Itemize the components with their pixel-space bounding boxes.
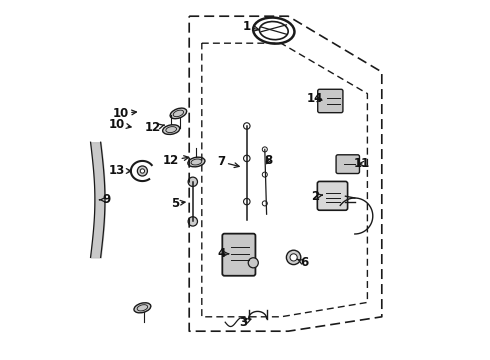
Circle shape bbox=[262, 172, 268, 177]
Text: 5: 5 bbox=[171, 197, 185, 210]
FancyBboxPatch shape bbox=[222, 234, 255, 276]
Ellipse shape bbox=[163, 125, 180, 134]
Ellipse shape bbox=[170, 108, 187, 119]
Circle shape bbox=[290, 254, 297, 261]
Circle shape bbox=[188, 177, 197, 186]
Text: 12: 12 bbox=[163, 154, 189, 167]
Text: 4: 4 bbox=[218, 247, 229, 260]
Text: 1: 1 bbox=[243, 21, 259, 33]
Circle shape bbox=[244, 155, 250, 162]
FancyBboxPatch shape bbox=[336, 155, 360, 174]
Text: 13: 13 bbox=[109, 165, 131, 177]
Circle shape bbox=[137, 166, 147, 176]
Text: 10: 10 bbox=[113, 107, 136, 120]
Circle shape bbox=[262, 201, 268, 206]
Text: 7: 7 bbox=[218, 156, 239, 168]
Ellipse shape bbox=[191, 159, 202, 165]
Text: 3: 3 bbox=[239, 316, 251, 329]
Circle shape bbox=[244, 123, 250, 129]
Circle shape bbox=[188, 217, 197, 226]
Circle shape bbox=[140, 169, 145, 173]
FancyBboxPatch shape bbox=[318, 89, 343, 113]
Text: 11: 11 bbox=[354, 157, 370, 170]
Circle shape bbox=[248, 258, 258, 268]
Text: 10: 10 bbox=[109, 118, 131, 131]
Ellipse shape bbox=[137, 305, 147, 311]
Text: 12: 12 bbox=[145, 121, 164, 134]
Ellipse shape bbox=[188, 157, 205, 167]
Ellipse shape bbox=[173, 110, 184, 117]
Text: 14: 14 bbox=[307, 93, 323, 105]
Circle shape bbox=[244, 198, 250, 205]
Circle shape bbox=[262, 147, 268, 152]
Text: 8: 8 bbox=[264, 154, 272, 167]
Ellipse shape bbox=[134, 303, 151, 313]
Text: 2: 2 bbox=[311, 190, 322, 203]
Text: 6: 6 bbox=[297, 256, 309, 269]
Ellipse shape bbox=[166, 127, 176, 132]
Text: 9: 9 bbox=[99, 193, 111, 206]
Circle shape bbox=[286, 250, 301, 265]
FancyBboxPatch shape bbox=[318, 181, 347, 210]
